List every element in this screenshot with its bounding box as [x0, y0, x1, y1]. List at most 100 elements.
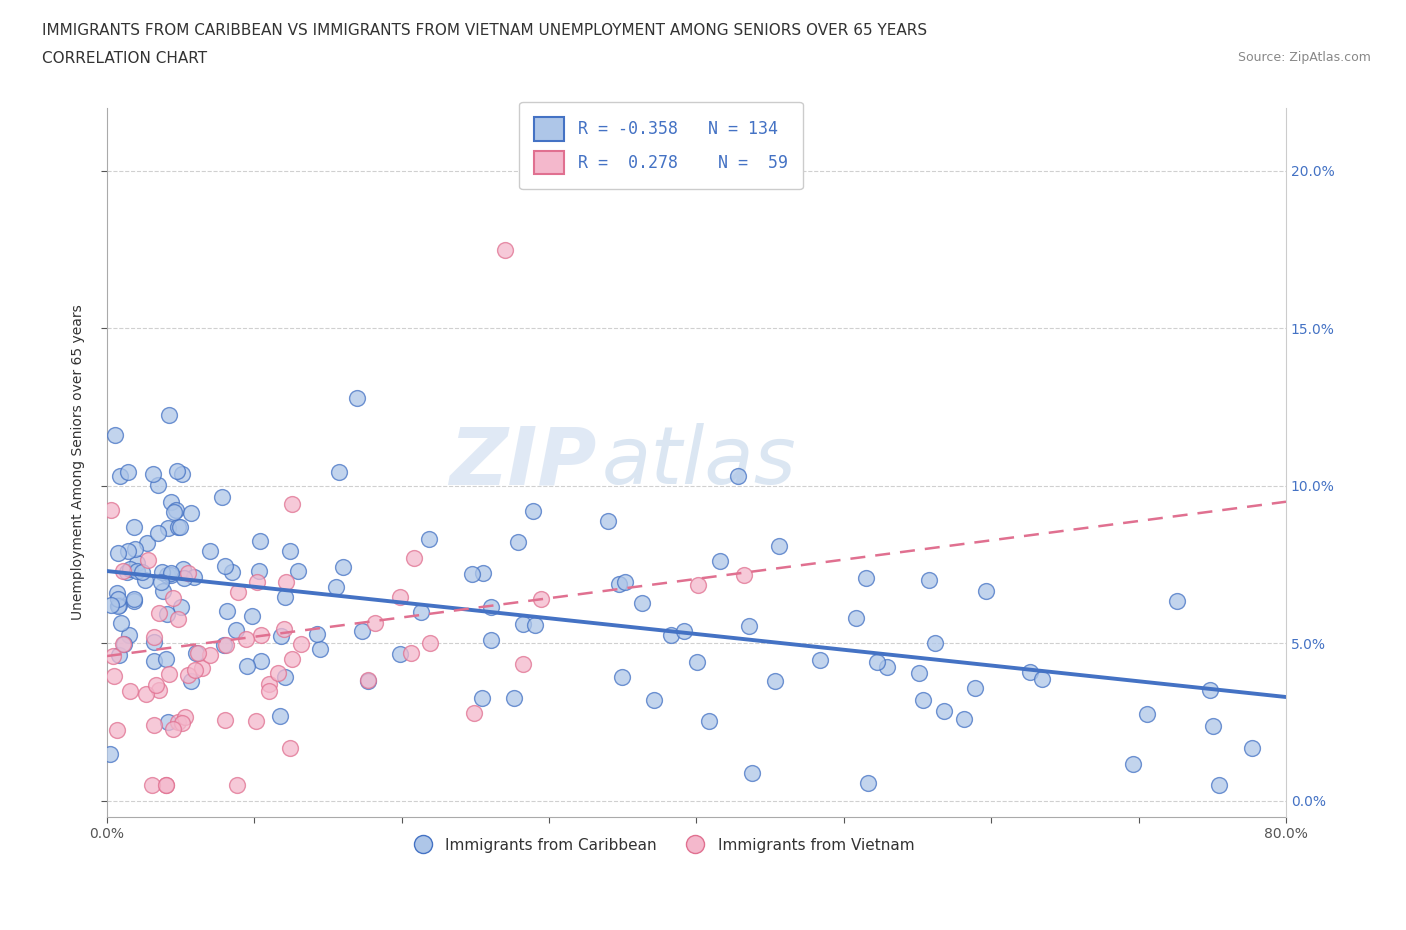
Point: [866, 655, 889, 670]
Point: [612, 670, 634, 684]
Point: [108, 469, 131, 484]
Point: [166, 463, 188, 478]
Point: [225, 623, 247, 638]
Point: [270, 629, 292, 644]
Point: [157, 667, 180, 682]
Point: [357, 674, 380, 689]
Point: [117, 464, 139, 479]
Point: [503, 690, 526, 705]
Point: [250, 628, 273, 643]
Point: [709, 553, 731, 568]
Point: [479, 600, 502, 615]
Point: [148, 605, 170, 620]
Point: [976, 583, 998, 598]
Point: [177, 668, 200, 683]
Point: [607, 577, 630, 591]
Point: [733, 568, 755, 583]
Point: [672, 623, 695, 638]
Point: [267, 665, 290, 680]
Point: [108, 647, 131, 662]
Point: [697, 713, 720, 728]
Point: [659, 627, 682, 642]
Point: [399, 645, 422, 660]
Point: [125, 556, 148, 571]
Point: [808, 653, 831, 668]
Point: [122, 520, 145, 535]
Point: [418, 532, 440, 547]
Point: [404, 551, 426, 565]
Point: [1018, 664, 1040, 679]
Point: [103, 669, 125, 684]
Point: [257, 676, 280, 691]
Point: [643, 692, 665, 707]
Point: [240, 608, 263, 623]
Point: [494, 243, 516, 258]
Point: [274, 670, 297, 684]
Point: [411, 604, 433, 619]
Point: [212, 637, 235, 652]
Point: [146, 477, 169, 492]
Point: [1202, 718, 1225, 733]
Point: [115, 565, 138, 579]
Point: [908, 666, 931, 681]
Point: [524, 618, 547, 632]
Point: [122, 591, 145, 606]
Point: [596, 513, 619, 528]
Point: [738, 618, 761, 633]
Point: [388, 646, 411, 661]
Point: [131, 565, 153, 579]
Point: [259, 684, 281, 698]
Point: [332, 559, 354, 574]
Point: [143, 653, 166, 668]
Point: [273, 590, 295, 604]
Point: [461, 566, 484, 581]
Point: [180, 506, 202, 521]
Point: [328, 465, 350, 480]
Point: [167, 612, 190, 627]
Point: [146, 526, 169, 541]
Point: [174, 710, 197, 724]
Point: [522, 503, 544, 518]
Point: [136, 535, 159, 550]
Point: [1136, 707, 1159, 722]
Point: [932, 704, 955, 719]
Point: [419, 635, 441, 650]
Point: [172, 561, 194, 576]
Point: [249, 533, 271, 548]
Point: [104, 427, 127, 442]
Point: [172, 715, 194, 730]
Point: [388, 589, 411, 604]
Point: [117, 544, 139, 559]
Point: [471, 690, 494, 705]
Point: [124, 541, 146, 556]
Point: [211, 490, 233, 505]
Point: [100, 598, 122, 613]
Point: [184, 646, 207, 661]
Point: [184, 662, 207, 677]
Point: [281, 497, 304, 512]
Point: [165, 502, 187, 517]
Legend: Immigrants from Caribbean, Immigrants from Vietnam: Immigrants from Caribbean, Immigrants fr…: [401, 831, 921, 858]
Point: [1241, 740, 1264, 755]
Point: [191, 660, 214, 675]
Point: [107, 591, 129, 606]
Point: [159, 567, 181, 582]
Point: [276, 575, 298, 590]
Point: [325, 579, 347, 594]
Point: [530, 591, 553, 606]
Point: [228, 585, 250, 600]
Point: [214, 712, 236, 727]
Text: Source: ZipAtlas.com: Source: ZipAtlas.com: [1237, 51, 1371, 64]
Point: [142, 466, 165, 481]
Point: [688, 578, 710, 592]
Point: [763, 673, 786, 688]
Point: [145, 677, 167, 692]
Point: [180, 673, 202, 688]
Point: [122, 594, 145, 609]
Point: [105, 723, 128, 737]
Point: [631, 595, 654, 610]
Point: [162, 591, 184, 605]
Text: IMMIGRANTS FROM CARIBBEAN VS IMMIGRANTS FROM VIETNAM UNEMPLOYMENT AMONG SENIORS : IMMIGRANTS FROM CARIBBEAN VS IMMIGRANTS …: [42, 23, 928, 38]
Point: [350, 623, 373, 638]
Point: [512, 617, 534, 631]
